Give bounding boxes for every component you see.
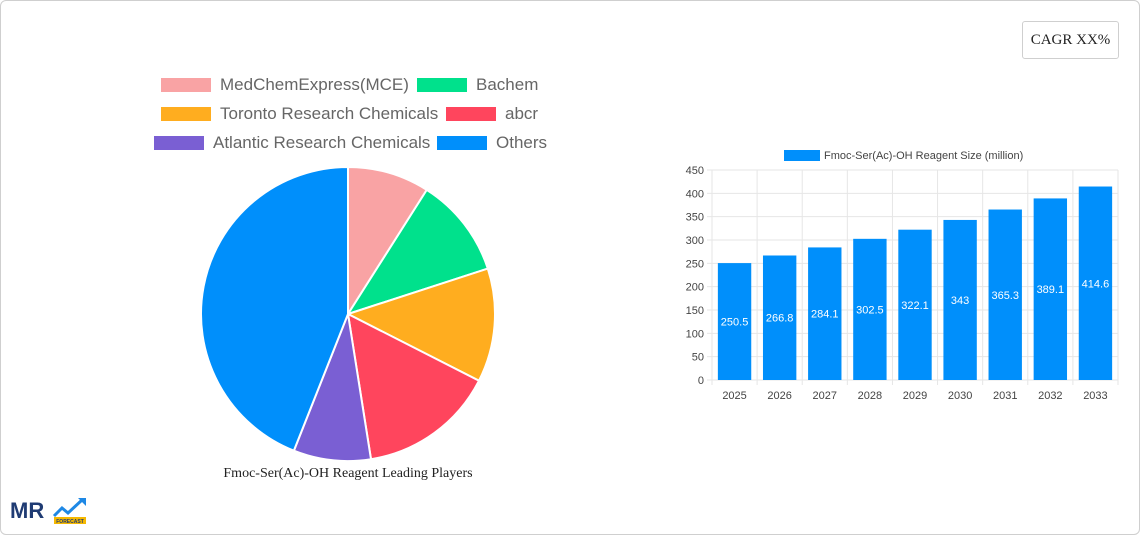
legend-item-bachem[interactable]: Bachem xyxy=(417,75,538,95)
bar-legend[interactable]: Fmoc-Ser(Ac)-OH Reagent Size (million) xyxy=(784,150,1023,162)
bar-2032[interactable] xyxy=(1033,198,1068,380)
bar-value-label: 343 xyxy=(951,295,969,307)
y-tick-label: 200 xyxy=(686,282,704,294)
bar-2026[interactable] xyxy=(762,255,797,380)
bar-2030[interactable] xyxy=(943,219,977,380)
legend-swatch xyxy=(417,78,467,92)
y-tick-label: 400 xyxy=(686,188,704,200)
bar-value-label: 266.8 xyxy=(766,313,794,325)
x-tick-label: 2027 xyxy=(813,390,837,402)
bar-legend-swatch xyxy=(784,150,820,161)
y-tick-label: 300 xyxy=(686,235,704,247)
bar-legend-label: Fmoc-Ser(Ac)-OH Reagent Size (million) xyxy=(824,150,1023,162)
legend-label: Toronto Research Chemicals xyxy=(220,104,439,123)
bar-2031[interactable] xyxy=(988,209,1022,380)
y-tick-label: 50 xyxy=(692,352,704,364)
legend-swatch xyxy=(437,136,487,150)
svg-text:MR: MR xyxy=(10,498,44,523)
x-tick-label: 2030 xyxy=(948,390,972,402)
legend-label: Others xyxy=(496,133,548,152)
legend-item-others[interactable]: Others xyxy=(437,133,547,153)
pie-slice-toronto-research-chemicals[interactable] xyxy=(345,267,496,383)
bar-chart: Fmoc-Ser(Ac)-OH Reagent Size (million) 0… xyxy=(686,150,1119,402)
x-tick-label: 2025 xyxy=(722,390,746,402)
legend-label: Bachem xyxy=(476,75,539,94)
bar-value-label: 250.5 xyxy=(721,317,749,329)
y-tick-label: 150 xyxy=(686,305,704,317)
legend-item-atlantic-research-chemicals[interactable]: Atlantic Research Chemicals xyxy=(154,133,430,153)
y-tick-label: 100 xyxy=(686,328,704,340)
cagr-badge: CAGR XX% xyxy=(1022,21,1119,59)
bar-2027[interactable] xyxy=(808,247,842,380)
legend-swatch xyxy=(161,107,211,121)
bar-2033[interactable] xyxy=(1078,186,1113,380)
y-tick-label: 0 xyxy=(698,375,704,387)
pie-slice-abcr[interactable] xyxy=(346,312,481,461)
legend-item-toronto-research-chemicals[interactable]: Toronto Research Chemicals xyxy=(161,104,438,124)
bar-value-label: 389.1 xyxy=(1037,284,1065,296)
pie-chart xyxy=(200,165,496,462)
x-tick-label: 2032 xyxy=(1038,390,1062,402)
x-tick-label: 2028 xyxy=(858,390,882,402)
y-tick-label: 350 xyxy=(686,212,704,224)
x-tick-label: 2026 xyxy=(767,390,791,402)
x-tick-label: 2033 xyxy=(1083,390,1107,402)
legend-swatch xyxy=(161,78,211,92)
legend-label: abcr xyxy=(505,104,539,123)
legend-swatch xyxy=(446,107,496,121)
pie-slice-others[interactable] xyxy=(200,165,349,452)
bar-2025[interactable] xyxy=(717,263,752,380)
bar-value-label: 322.1 xyxy=(901,300,929,312)
y-tick-label: 250 xyxy=(686,258,704,270)
legend-label: Atlantic Research Chemicals xyxy=(213,133,431,152)
bar-value-label: 414.6 xyxy=(1082,278,1110,290)
y-tick-label: 450 xyxy=(686,165,704,177)
mr-forecast-logo: MR FORECAST xyxy=(10,498,86,525)
bar-value-label: 284.1 xyxy=(811,309,839,321)
legend-item-medchemexpress[interactable]: MedChemExpress(MCE) xyxy=(161,75,409,95)
bar-2029[interactable] xyxy=(898,229,932,380)
legend-label: MedChemExpress(MCE) xyxy=(220,75,409,94)
legend-item-abcr[interactable]: abcr xyxy=(446,104,538,124)
x-tick-label: 2029 xyxy=(903,390,927,402)
bar-2028[interactable] xyxy=(853,238,887,380)
legend-swatch xyxy=(154,136,204,150)
svg-text:FORECAST: FORECAST xyxy=(56,519,84,525)
bar-value-label: 365.3 xyxy=(991,290,1019,302)
x-tick-label: 2031 xyxy=(993,390,1017,402)
pie-chart-title: Fmoc-Ser(Ac)-OH Reagent Leading Players xyxy=(223,466,473,481)
pie-slice-bachem[interactable] xyxy=(345,188,490,316)
pie-slice-medchemexpress-mce[interactable] xyxy=(347,165,429,318)
bar-value-label: 302.5 xyxy=(856,304,884,316)
